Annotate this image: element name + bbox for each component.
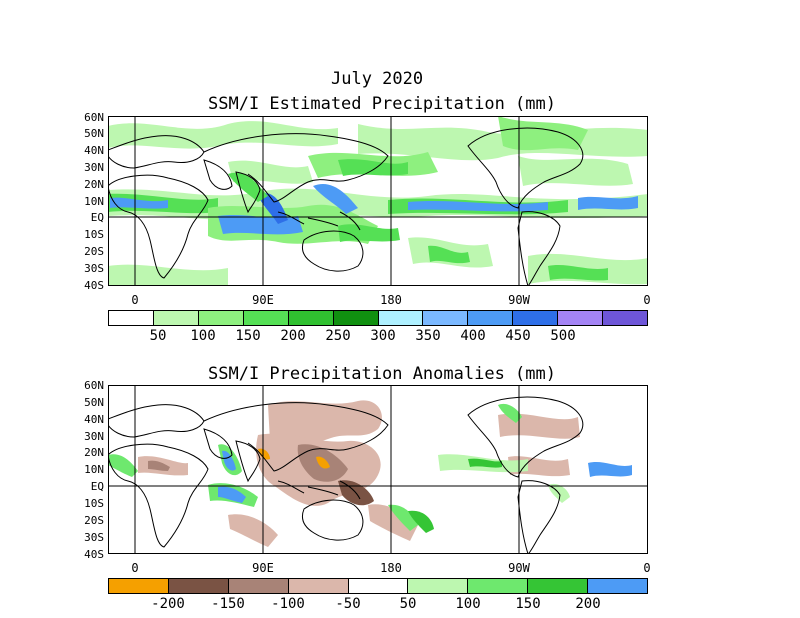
colorbar-label: 200	[280, 328, 306, 344]
lon-label: 180	[380, 293, 402, 307]
colorbar-swatch	[348, 579, 409, 593]
lon-label: 90E	[252, 293, 274, 307]
lat-label: 10S	[84, 228, 104, 241]
precipitation-colorbar	[108, 310, 648, 326]
lat-label: 30S	[84, 262, 104, 275]
colorbar-label: -100	[271, 596, 305, 612]
colorbar-swatch	[168, 579, 229, 593]
top-panel-title: SSM/I Estimated Precipitation (mm)	[208, 94, 556, 114]
colorbar-label: -50	[335, 596, 361, 612]
anomaly-map	[108, 385, 648, 554]
colorbar-swatch	[378, 311, 424, 325]
lat-label: 40N	[84, 144, 104, 157]
lon-label: 0	[131, 293, 139, 307]
main-title: July 2020	[331, 69, 424, 89]
colorbar-label: 450	[505, 328, 531, 344]
lat-label: 10S	[84, 497, 104, 510]
lat-label: 30N	[84, 161, 104, 174]
colorbar-swatch	[603, 311, 648, 325]
colorbar-label: 100	[190, 328, 216, 344]
grid-lines	[108, 385, 648, 554]
colorbar-label: 150	[235, 328, 261, 344]
lat-label: 60N	[84, 111, 104, 124]
lon-label: 90E	[252, 561, 274, 575]
lon-label: 90W	[508, 561, 530, 575]
bottom-panel-title: SSM/I Precipitation Anomalies (mm)	[208, 364, 556, 384]
lon-label: 180	[380, 561, 402, 575]
colorbar-label: 150	[515, 596, 541, 612]
lat-label: 20S	[84, 245, 104, 258]
lat-label: EQ	[90, 211, 104, 224]
colorbar-swatch	[468, 579, 529, 593]
colorbar-label: 100	[455, 596, 481, 612]
colorbar-label: 500	[550, 328, 576, 344]
lat-label: 40S	[84, 279, 104, 292]
lon-label: 0	[643, 561, 651, 575]
colorbar-label: -200	[151, 596, 185, 612]
colorbar-swatch	[588, 579, 648, 593]
lat-label: 50N	[84, 127, 104, 140]
colorbar-swatch	[109, 311, 154, 325]
colorbar-swatch	[408, 579, 469, 593]
colorbar-swatch	[228, 579, 289, 593]
lon-label: 0	[643, 293, 651, 307]
colorbar-swatch	[333, 311, 379, 325]
colorbar-label: 250	[325, 328, 351, 344]
colorbar-swatch	[288, 579, 349, 593]
colorbar-label: -150	[211, 596, 245, 612]
colorbar-swatch	[288, 311, 334, 325]
anomaly-fields	[108, 400, 632, 547]
lat-label: 10N	[84, 195, 104, 208]
colorbar-swatch	[198, 311, 244, 325]
lat-label: 30N	[84, 430, 104, 443]
lat-label: 40N	[84, 413, 104, 426]
colorbar-swatch	[153, 311, 199, 325]
colorbar-label: 200	[575, 596, 601, 612]
colorbar-label: 300	[370, 328, 396, 344]
colorbar-swatch	[468, 311, 514, 325]
lat-label: 20N	[84, 178, 104, 191]
colorbar-swatch	[528, 579, 589, 593]
grid-lines	[108, 116, 648, 286]
colorbar-swatch	[243, 311, 289, 325]
lon-label: 90W	[508, 293, 530, 307]
colorbar-label: 50	[399, 596, 417, 612]
colorbar-swatch	[423, 311, 469, 325]
colorbar-swatch	[513, 311, 559, 325]
lat-label: 20S	[84, 514, 104, 527]
precipitation-map	[108, 116, 648, 286]
colorbar-swatch	[109, 579, 169, 593]
lon-label: 0	[131, 561, 139, 575]
colorbar-label: 400	[460, 328, 486, 344]
lat-label: 60N	[84, 379, 104, 392]
lat-label: 30S	[84, 531, 104, 544]
colorbar-swatch	[558, 311, 604, 325]
anomaly-colorbar	[108, 578, 648, 594]
lat-label: 40S	[84, 548, 104, 561]
lat-label: EQ	[90, 480, 104, 493]
colorbar-label: 50	[149, 328, 167, 344]
lat-label: 20N	[84, 446, 104, 459]
lat-label: 50N	[84, 396, 104, 409]
lat-label: 10N	[84, 463, 104, 476]
colorbar-label: 350	[415, 328, 441, 344]
